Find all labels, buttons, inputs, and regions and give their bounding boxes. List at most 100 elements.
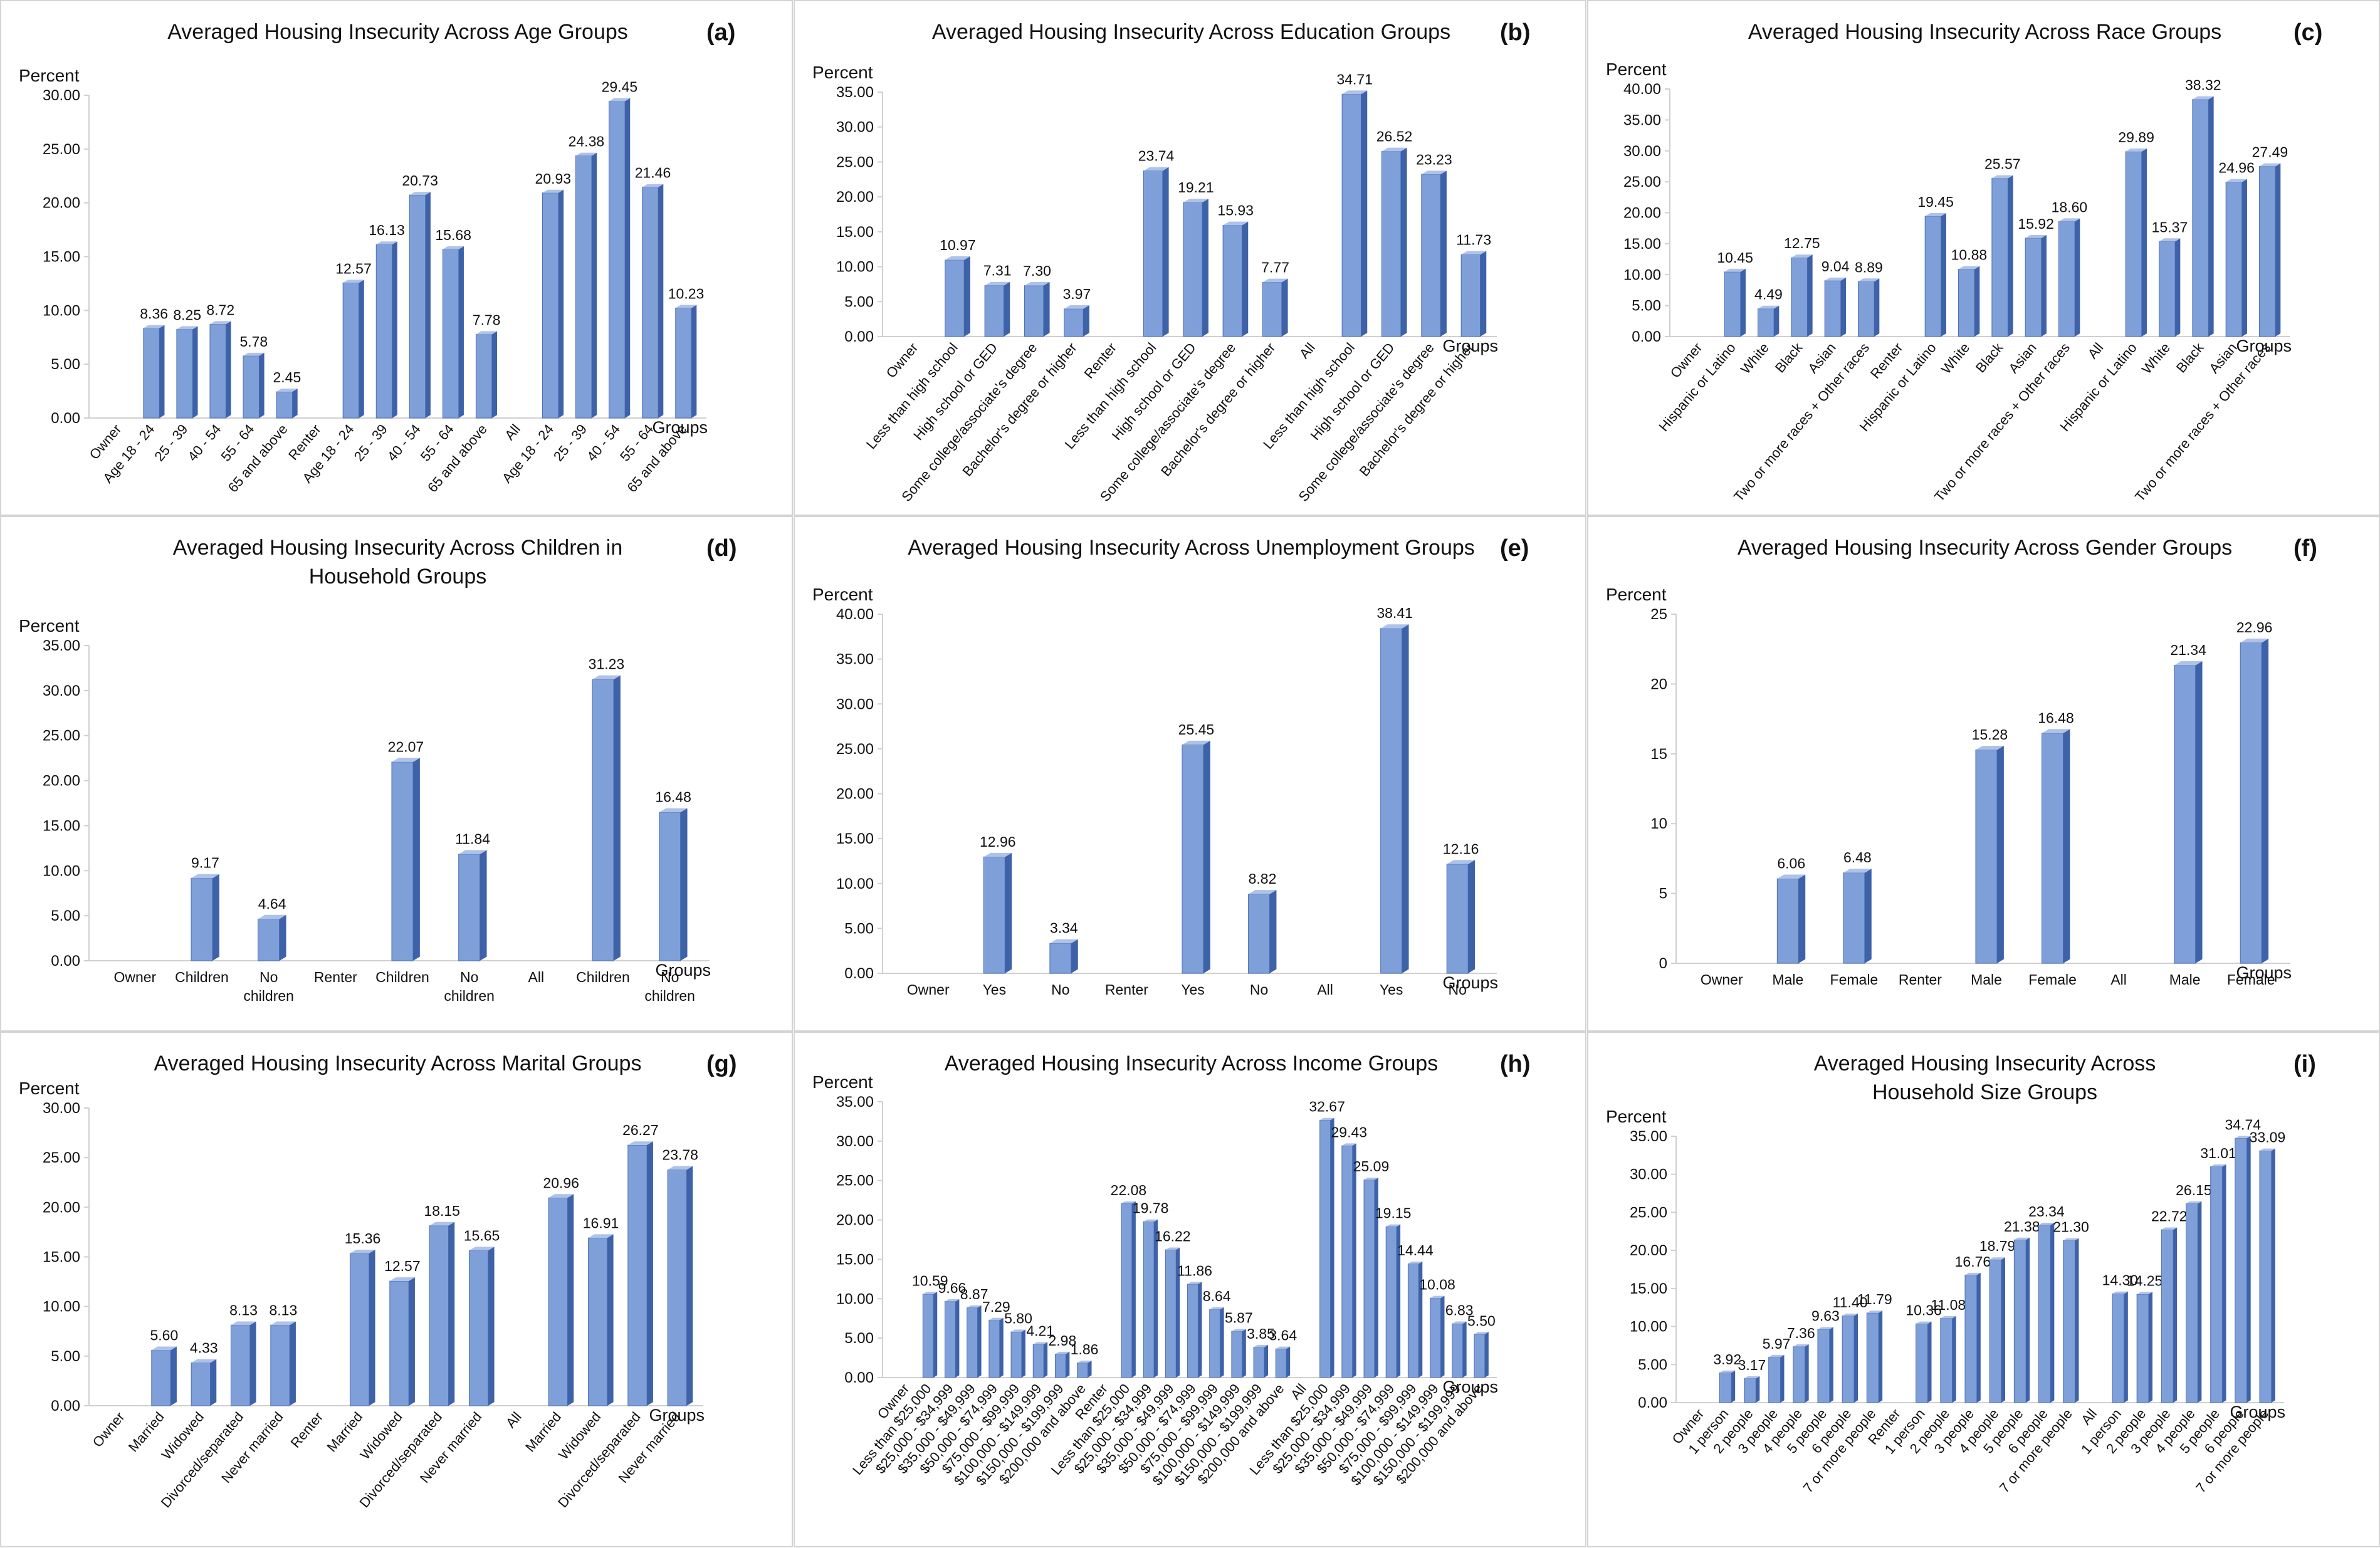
- data-label: 26.27: [622, 1122, 659, 1138]
- bar-top: [151, 1346, 177, 1351]
- bar: [2025, 238, 2042, 337]
- bar-top: [1408, 1261, 1423, 1264]
- bar-top: [1342, 90, 1368, 95]
- bar: [209, 323, 226, 419]
- chart-svg-i: Averaged Housing Insecurity Across Househ…: [1606, 1051, 2316, 1496]
- y-tick-label: 0.00: [1638, 1394, 1667, 1411]
- bar-top: [1143, 167, 1169, 171]
- bar: [675, 307, 692, 419]
- bar: [1724, 271, 1741, 337]
- data-label: 10.97: [940, 237, 976, 253]
- bar: [1054, 1354, 1066, 1378]
- bar: [1222, 224, 1243, 337]
- y-tick-label: 20.00: [836, 1212, 874, 1229]
- bar: [642, 187, 659, 419]
- bar: [1793, 1346, 1806, 1403]
- y-axis-label: Percent: [812, 585, 873, 604]
- bar-side: [592, 152, 597, 418]
- bar: [1363, 1179, 1375, 1378]
- y-tick-label: 20.00: [836, 786, 874, 803]
- data-label: 10.45: [1717, 249, 1753, 266]
- data-label: 11.84: [455, 830, 490, 847]
- bar-top: [1916, 1321, 1932, 1324]
- data-label: 32.67: [1309, 1099, 1345, 1115]
- chart-title: Household Groups: [309, 565, 487, 588]
- x-tick-label: 40 - 54: [584, 421, 623, 464]
- data-label: 10.88: [1951, 247, 1988, 263]
- data-label: 8.13: [229, 1302, 258, 1318]
- x-axis-label: Groups: [1442, 973, 1498, 992]
- data-label: 8.64: [1203, 1288, 1231, 1304]
- bar-top: [1187, 1282, 1202, 1284]
- bar-side: [1203, 740, 1210, 973]
- bar: [276, 391, 293, 419]
- y-tick-label: 10.00: [836, 1290, 874, 1307]
- bar-side: [1997, 746, 2004, 963]
- bar-top: [443, 246, 464, 249]
- bar-side: [1071, 939, 1078, 973]
- bar-side: [1176, 1247, 1180, 1378]
- bar: [270, 1324, 290, 1406]
- bar: [2174, 665, 2196, 964]
- data-label: 8.13: [269, 1302, 297, 1318]
- bar: [409, 194, 426, 419]
- bar: [1421, 174, 1441, 337]
- data-label: 1.86: [1071, 1341, 1099, 1357]
- bar-top: [143, 325, 165, 328]
- bar-side: [1840, 277, 1846, 337]
- data-label: 24.38: [569, 133, 605, 150]
- y-tick-label: 25: [1650, 606, 1667, 623]
- bar-side: [1774, 305, 1780, 337]
- bar-side: [1440, 1295, 1445, 1378]
- bar-side: [1874, 278, 1880, 337]
- panel-label: (e): [1500, 535, 1529, 562]
- x-axis-label: Groups: [1442, 1378, 1498, 1396]
- x-tick-label: Owner: [883, 340, 921, 381]
- chart-title: Averaged Housing Insecurity Across: [1814, 1052, 2156, 1075]
- y-tick-label: 0.00: [51, 1398, 80, 1415]
- bar: [391, 761, 414, 961]
- bar: [542, 192, 559, 419]
- bar: [243, 355, 259, 419]
- bar-top: [1011, 1329, 1025, 1332]
- bar-side: [1242, 221, 1249, 337]
- data-label: 9.17: [191, 855, 219, 871]
- data-label: 3.85: [1247, 1326, 1275, 1342]
- x-tick-label: All: [1317, 981, 1333, 998]
- x-tick-label: No: [1449, 981, 1467, 998]
- bar: [587, 1237, 608, 1406]
- bar-side: [413, 758, 420, 961]
- bar-side: [1202, 199, 1208, 337]
- bar-top: [476, 331, 498, 335]
- bar-top: [2042, 729, 2070, 733]
- bar-side: [2026, 1237, 2030, 1403]
- y-tick-label: 15: [1650, 746, 1667, 763]
- data-label: 3.97: [1062, 286, 1091, 302]
- bar: [1817, 1329, 1830, 1403]
- y-tick-label: 5.00: [844, 1330, 874, 1347]
- x-tick-label: 65 and above: [424, 421, 490, 495]
- y-tick-label: 40.00: [836, 606, 874, 623]
- bar-side: [480, 850, 487, 961]
- bar-side: [2041, 234, 2047, 337]
- bar-top: [270, 1321, 296, 1326]
- bar: [1077, 1362, 1089, 1378]
- bar: [945, 1301, 956, 1378]
- bar: [575, 155, 592, 419]
- bar: [945, 259, 965, 337]
- y-tick-label: 25.00: [836, 741, 874, 758]
- y-tick-label: 25.00: [1623, 174, 1661, 191]
- bar-top: [2260, 1148, 2275, 1151]
- bar-side: [1242, 1329, 1246, 1378]
- data-label: 15.36: [345, 1230, 381, 1247]
- data-label: 22.08: [1111, 1182, 1147, 1198]
- x-tick-label: No children: [644, 969, 695, 1004]
- bar-top: [2174, 661, 2203, 666]
- bar-top: [945, 1299, 960, 1302]
- bar-side: [392, 241, 397, 418]
- bar-top: [1925, 213, 1946, 216]
- bar: [2136, 1294, 2149, 1403]
- bar-side: [488, 1247, 495, 1406]
- bar-side: [977, 1305, 982, 1378]
- bar-top: [1940, 1315, 1956, 1319]
